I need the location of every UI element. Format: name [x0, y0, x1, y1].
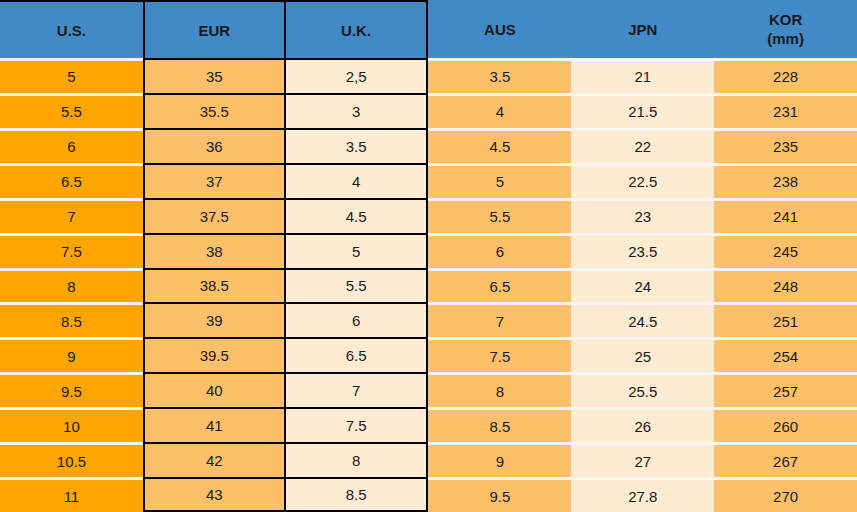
column-header-uk: U.K. — [286, 0, 429, 58]
table-cell: 27.8 — [571, 477, 714, 512]
table-cell: 7.5 — [428, 337, 571, 372]
table-cell: 25 — [571, 337, 714, 372]
table-cell: 8 — [428, 372, 571, 407]
table-cell: 257 — [714, 372, 857, 407]
table-cell: 37.5 — [143, 198, 286, 233]
column-header-jpn: JPN — [571, 0, 714, 58]
table-cell: 6.5 — [428, 268, 571, 303]
table-cell: 7 — [0, 198, 143, 233]
table-cell: 23 — [571, 198, 714, 233]
table-cell: 35.5 — [143, 93, 286, 128]
table-cell: 248 — [714, 268, 857, 303]
table-cell: 39.5 — [143, 337, 286, 372]
table-cell: 8.5 — [428, 407, 571, 442]
table-cell: 8 — [0, 268, 143, 303]
table-cell: 11 — [0, 477, 143, 512]
table-cell: 3.5 — [286, 128, 429, 163]
table-cell: 7 — [286, 372, 429, 407]
table-cell: 9 — [0, 337, 143, 372]
table-cell: 5 — [428, 163, 571, 198]
table-cell: 8 — [286, 442, 429, 477]
table-cell: 267 — [714, 442, 857, 477]
table-cell: 231 — [714, 93, 857, 128]
table-cell: 9.5 — [428, 477, 571, 512]
table-cell: 39 — [143, 302, 286, 337]
table-cell: 3 — [286, 93, 429, 128]
table-cell: 5.5 — [428, 198, 571, 233]
kor-label-line2: (mm) — [767, 29, 804, 48]
table-cell: 6 — [0, 128, 143, 163]
table-cell: 7.5 — [0, 233, 143, 268]
table-cell: 8.5 — [0, 302, 143, 337]
kor-label-line1: KOR — [769, 10, 802, 29]
table-cell: 238 — [714, 163, 857, 198]
table-cell: 21 — [571, 58, 714, 93]
table-cell: 24.5 — [571, 302, 714, 337]
table-cell: 25.5 — [571, 372, 714, 407]
table-cell: 9 — [428, 442, 571, 477]
table-cell: 4 — [428, 93, 571, 128]
table-cell: 4.5 — [428, 128, 571, 163]
table-cell: 24 — [571, 268, 714, 303]
table-cell: 6 — [286, 302, 429, 337]
table-cell: 26 — [571, 407, 714, 442]
table-cell: 2,5 — [286, 58, 429, 93]
table-cell: 6 — [428, 233, 571, 268]
table-cell: 8.5 — [286, 477, 429, 512]
table-cell: 245 — [714, 233, 857, 268]
table-cell: 7.5 — [286, 407, 429, 442]
table-cell: 5 — [286, 233, 429, 268]
table-cell: 10 — [0, 407, 143, 442]
table-cell: 5 — [0, 58, 143, 93]
table-cell: 4 — [286, 163, 429, 198]
column-header-kor: KOR (mm) — [714, 0, 857, 58]
table-cell: 9.5 — [0, 372, 143, 407]
table-cell: 7 — [428, 302, 571, 337]
table-cell: 42 — [143, 442, 286, 477]
table-cell: 27 — [571, 442, 714, 477]
table-cell: 241 — [714, 198, 857, 233]
table-cell: 5.5 — [286, 268, 429, 303]
table-cell: 22 — [571, 128, 714, 163]
table-cell: 22.5 — [571, 163, 714, 198]
table-cell: 235 — [714, 128, 857, 163]
column-header-aus: AUS — [428, 0, 571, 58]
table-cell: 4.5 — [286, 198, 429, 233]
table-cell: 10.5 — [0, 442, 143, 477]
table-cell: 43 — [143, 477, 286, 512]
table-cell: 37 — [143, 163, 286, 198]
table-cell: 38.5 — [143, 268, 286, 303]
table-cell: 40 — [143, 372, 286, 407]
table-cell: 35 — [143, 58, 286, 93]
column-header-us: U.S. — [0, 0, 143, 58]
table-cell: 251 — [714, 302, 857, 337]
column-header-eur: EUR — [143, 0, 286, 58]
table-cell: 38 — [143, 233, 286, 268]
table-cell: 41 — [143, 407, 286, 442]
table-cell: 260 — [714, 407, 857, 442]
column-header-kor-label: KOR (mm) — [767, 10, 804, 48]
table-cell: 254 — [714, 337, 857, 372]
table-cell: 6.5 — [286, 337, 429, 372]
table-cell: 21.5 — [571, 93, 714, 128]
size-conversion-chart: U.S. EUR U.K. AUS JPN KOR (mm) 5352,53.5… — [0, 0, 857, 512]
table-cell: 228 — [714, 58, 857, 93]
table-cell: 23.5 — [571, 233, 714, 268]
table-cell: 6.5 — [0, 163, 143, 198]
table-cell: 5.5 — [0, 93, 143, 128]
table-cell: 36 — [143, 128, 286, 163]
table-cell: 270 — [714, 477, 857, 512]
table-cell: 3.5 — [428, 58, 571, 93]
size-conversion-table: U.S. EUR U.K. AUS JPN KOR (mm) 5352,53.5… — [0, 0, 857, 512]
